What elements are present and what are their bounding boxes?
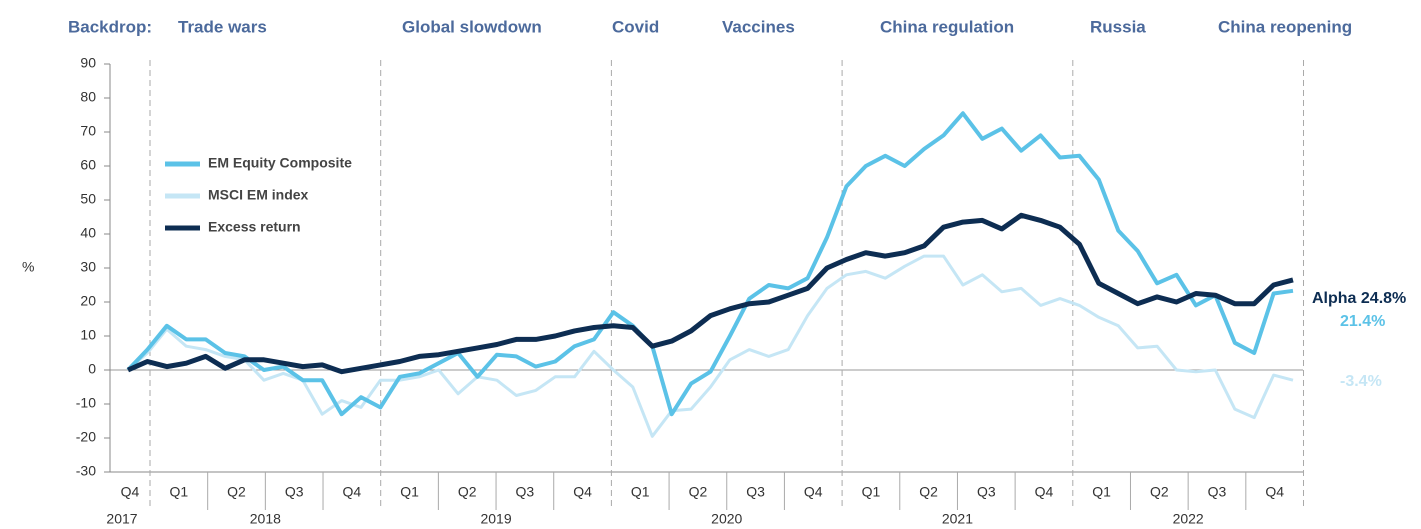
y-tick-label: -20 [76,429,96,445]
end-label: 21.4% [1340,313,1385,330]
x-tick-label: Q3 [746,484,765,500]
year-label: 2017 [106,511,137,527]
x-tick-label: Q2 [919,484,938,500]
x-tick-label: Q2 [1150,484,1169,500]
y-tick-label: 80 [80,89,96,105]
series-line [127,254,1294,438]
year-label: 2021 [942,511,973,527]
x-tick-label: Q1 [400,484,419,500]
backdrop-label: Covid [612,17,659,36]
backdrop-label: Global slowdown [402,17,542,36]
y-tick-label: 90 [80,55,96,71]
x-tick-label: Q4 [121,484,140,500]
backdrop-label: China regulation [880,17,1014,36]
x-tick-label: Q1 [631,484,650,500]
x-tick-label: Q3 [285,484,304,500]
backdrop-label: Trade wars [178,17,267,36]
y-tick-label: 0 [88,361,96,377]
legend-label: Excess return [208,219,301,235]
y-tick-label: 20 [80,293,96,309]
end-label: Alpha 24.8% [1312,290,1406,307]
year-label: 2018 [250,511,281,527]
x-tick-label: Q2 [689,484,708,500]
x-tick-label: Q4 [804,484,823,500]
y-tick-label: 60 [80,157,96,173]
legend-label: MSCI EM index [208,187,309,203]
x-tick-label: Q1 [1092,484,1111,500]
x-tick-label: Q3 [977,484,996,500]
x-tick-label: Q3 [1208,484,1227,500]
series-line [126,212,1294,375]
y-tick-label: 70 [80,123,96,139]
backdrop-label: Russia [1090,17,1146,36]
backdrop-label: China reopening [1218,17,1352,36]
x-tick-label: Q2 [458,484,477,500]
x-tick-label: Q1 [862,484,881,500]
year-label: 2020 [711,511,742,527]
y-axis-label: % [22,259,34,275]
y-tick-label: 10 [80,327,96,343]
x-tick-label: Q4 [1265,484,1284,500]
y-tick-label: 40 [80,225,96,241]
y-tick-label: 50 [80,191,96,207]
x-tick-label: Q4 [1035,484,1054,500]
legend-label: EM Equity Composite [208,155,352,171]
y-tick-label: -10 [76,395,96,411]
x-tick-label: Q4 [573,484,592,500]
year-label: 2022 [1173,511,1204,527]
year-label: 2019 [480,511,511,527]
end-label: -3.4% [1340,373,1382,390]
y-tick-label: 30 [80,259,96,275]
x-tick-label: Q1 [169,484,188,500]
x-tick-label: Q3 [516,484,535,500]
x-tick-label: Q2 [227,484,246,500]
backdrop-label: Vaccines [722,17,795,36]
series-line [126,111,1294,417]
x-tick-label: Q4 [343,484,362,500]
backdrop-label: Backdrop: [68,17,152,36]
y-tick-label: -30 [76,463,96,479]
